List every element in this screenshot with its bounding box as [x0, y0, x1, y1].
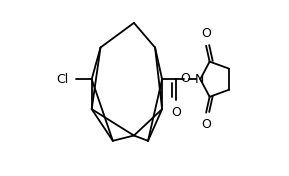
Text: O: O — [180, 72, 190, 85]
Text: O: O — [201, 27, 211, 40]
Text: Cl: Cl — [57, 73, 69, 86]
Text: O: O — [171, 106, 181, 119]
Text: N: N — [195, 73, 204, 86]
Text: O: O — [201, 118, 211, 131]
